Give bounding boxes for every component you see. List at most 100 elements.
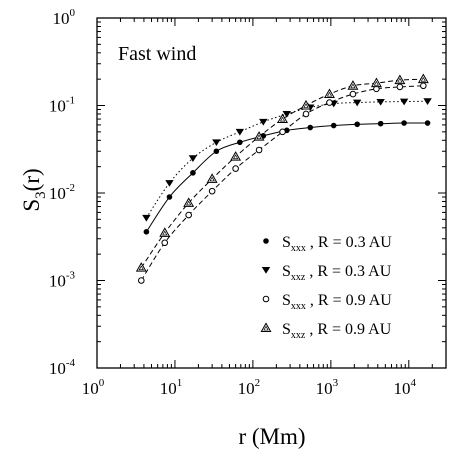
- x-tick-label: 103: [316, 377, 339, 398]
- series-4-point-inner: [303, 103, 309, 108]
- series-4-point-outer: [417, 73, 429, 84]
- series-3-point: [326, 99, 333, 106]
- series-4-point-outer: [347, 80, 359, 90]
- series-4-point-outer: [183, 197, 195, 207]
- series-4-point-inner: [350, 83, 356, 89]
- svg-text:S3(r): S3(r): [19, 168, 49, 211]
- series-1-point: [166, 194, 173, 200]
- series-1-point: [143, 229, 150, 235]
- series-3-point: [255, 146, 263, 154]
- series-1-point: [424, 120, 431, 126]
- series-4-point-outer: [230, 151, 242, 161]
- y-tick-label: 10-3: [49, 270, 76, 291]
- plot-frame: [96, 17, 447, 369]
- series-2-point: [212, 139, 221, 147]
- legend-label-4: Sxxz , R = 0.9 AU: [282, 321, 392, 341]
- series-1-point: [330, 122, 337, 129]
- series-4-point: [206, 173, 218, 183]
- series-1-point: [213, 148, 220, 155]
- y-axis-label-sub: 3: [33, 191, 49, 199]
- series-4-point-outer: [135, 262, 147, 272]
- plot-frame-layer: [96, 17, 447, 369]
- series-3-point: [279, 128, 286, 136]
- series-1-point: [237, 139, 243, 146]
- series-4-point-inner: [326, 91, 333, 97]
- series-2-point: [423, 98, 432, 105]
- series-2-point: [235, 128, 245, 136]
- x-tick-label: 104: [394, 377, 417, 398]
- y-axis-label: S3(r): [19, 168, 49, 211]
- series-3-point: [208, 187, 216, 195]
- legend-label-1: Sxxx , R = 0.3 AU: [282, 234, 392, 254]
- series-4-point-inner: [186, 200, 192, 206]
- series-3-point: [137, 277, 145, 284]
- series-2-point: [165, 180, 174, 187]
- tick-labels-layer: 100 101 102 103 104 10-4 10-3 10-2 10-1 100: [49, 7, 417, 398]
- series-4-point-outer: [370, 77, 382, 88]
- series-4-point: [370, 77, 382, 88]
- series-4-point: [135, 262, 147, 272]
- legend-marker-1: [263, 238, 269, 244]
- series-2-point: [399, 98, 409, 106]
- series-4-point: [417, 73, 429, 84]
- series-4-point-inner: [138, 265, 144, 271]
- series-4-point: [324, 88, 335, 99]
- series-4-point: [347, 80, 359, 90]
- series-2-point: [282, 111, 291, 118]
- series-3-point: [161, 239, 169, 247]
- series-4-point-inner: [162, 230, 168, 236]
- series-4-point: [277, 113, 289, 124]
- series-2-point: [352, 99, 362, 107]
- series-4-point-inner: [279, 116, 286, 122]
- series-4-point-outer: [394, 74, 406, 85]
- series-4-point-inner: [232, 154, 239, 160]
- series-4-point: [159, 227, 171, 237]
- series-4-point-outer: [324, 88, 335, 99]
- legend-marker-2: [261, 267, 271, 274]
- series-3-point: [349, 90, 357, 98]
- series-4-point-outer: [253, 131, 265, 141]
- x-tick-label: 102: [238, 377, 261, 398]
- series-3-point: [232, 165, 239, 172]
- series-4-point: [300, 99, 312, 110]
- series-4-point: [230, 151, 242, 161]
- series-1-point: [377, 120, 384, 127]
- legend-marker-4: [260, 322, 272, 332]
- series-3-point: [302, 110, 310, 118]
- series-3-point: [420, 82, 427, 90]
- legend-marker-4-inner: [263, 325, 269, 331]
- y-axis-label-main: S: [19, 199, 44, 212]
- y-tick-label: 10-1: [49, 95, 75, 116]
- series-4-point: [183, 197, 195, 207]
- series-4-point-inner: [209, 176, 215, 182]
- legend-label-3: Sxxx , R = 0.9 AU: [282, 292, 392, 312]
- series-4-point: [253, 131, 265, 141]
- series-4-point-outer: [159, 227, 171, 237]
- y-tick-label: 10-4: [49, 357, 76, 378]
- series-1-point: [354, 121, 360, 128]
- series-1-point: [401, 120, 407, 126]
- series-1-point: [190, 170, 196, 176]
- x-tick-label: 101: [160, 377, 183, 398]
- series-2-point: [376, 98, 385, 106]
- chart-annotation: Fast wind: [118, 43, 196, 65]
- series-4-point-outer: [206, 173, 218, 183]
- y-tick-label: 100: [53, 7, 76, 28]
- series-2-point: [142, 214, 151, 222]
- series-3-point: [185, 211, 192, 219]
- x-axis-label: r (Mm): [238, 424, 305, 449]
- series-2-point: [188, 155, 198, 162]
- legend: Sxxx , R = 0.3 AU Sxxz , R = 0.3 AU Sxxx ,…: [260, 234, 392, 341]
- series-4-point-inner: [420, 76, 427, 82]
- data-markers-layer: [135, 73, 432, 284]
- legend-marker-3: [262, 295, 270, 303]
- series-3-point: [396, 83, 404, 91]
- legend-marker-4-outer: [260, 322, 272, 332]
- series-4-point: [394, 74, 406, 85]
- series-2-point: [259, 118, 268, 126]
- series-4-point-outer: [300, 99, 312, 110]
- legend-label-2: Sxxz , R = 0.3 AU: [282, 263, 392, 283]
- y-tick-label: 10-2: [49, 182, 75, 203]
- series-4-point-inner: [397, 77, 403, 83]
